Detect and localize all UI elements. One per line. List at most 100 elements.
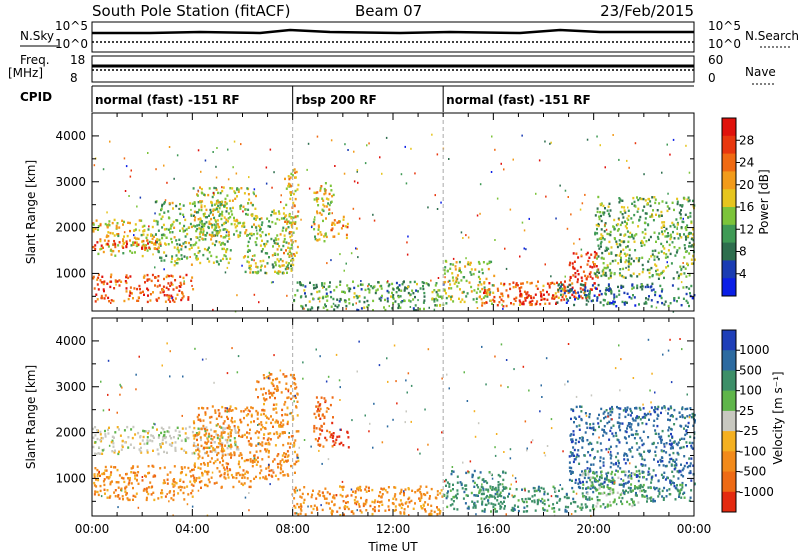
data-cell: [690, 232, 692, 235]
data-cell: [165, 254, 168, 257]
data-cell: [591, 447, 594, 451]
colorbar-tick-label: 16: [739, 200, 754, 214]
data-cell: [655, 446, 658, 449]
data-cell: [614, 259, 617, 262]
data-cell: [158, 434, 161, 437]
data-cell: [636, 415, 639, 418]
data-cell: [330, 189, 333, 192]
data-cell: [394, 493, 397, 496]
data-cell: [325, 410, 328, 413]
data-cell: [167, 228, 170, 231]
data-cell: [556, 281, 558, 284]
data-cell: [496, 492, 499, 495]
data-cell: [677, 477, 680, 480]
data-cell: [116, 426, 119, 429]
data-cell: [675, 462, 678, 466]
data-cell: [371, 286, 374, 290]
data-cell: [215, 229, 218, 233]
data-cell: [223, 476, 226, 479]
data-cell: [407, 291, 410, 295]
data-cell: [564, 508, 567, 512]
data-cell: [243, 416, 245, 420]
data-cell: [229, 207, 232, 210]
data-cell: [281, 470, 284, 473]
data-cell: [365, 490, 368, 493]
data-cell: [666, 205, 669, 208]
data-cell: [126, 234, 129, 238]
data-cell: [234, 197, 237, 200]
data-cell: [466, 494, 469, 497]
data-cell: [290, 243, 293, 247]
data-cell: [687, 196, 690, 199]
data-cell: [407, 235, 409, 238]
data-cell: [522, 510, 525, 513]
data-cell: [231, 421, 234, 424]
data-cell: [600, 476, 603, 480]
data-cell: [560, 293, 562, 297]
data-cell: [95, 219, 98, 222]
data-cell: [201, 456, 204, 460]
data-cell: [97, 225, 100, 228]
data-cell: [251, 406, 254, 410]
data-cell: [591, 481, 594, 484]
data-cell: [208, 233, 211, 236]
data-cell: [113, 287, 116, 290]
data-cell: [161, 226, 164, 229]
data-cell: [587, 300, 590, 303]
data-cell: [327, 202, 330, 205]
data-cell: [601, 234, 604, 238]
data-cell: [571, 452, 574, 455]
data-cell: [394, 486, 397, 489]
data-cell: [108, 496, 111, 499]
data-cell: [471, 500, 474, 503]
data-cell: [427, 283, 430, 286]
data-cell: [609, 453, 612, 456]
data-cell: [242, 256, 245, 259]
data-cell: [294, 189, 297, 193]
data-cell: [215, 208, 218, 211]
data-cell: [219, 439, 222, 442]
data-cell: [99, 489, 102, 493]
data-cell: [612, 300, 615, 303]
data-cell: [272, 403, 275, 406]
data-cell: [496, 499, 499, 502]
data-cell: [135, 237, 137, 241]
colorbar-swatch: [722, 260, 736, 279]
data-cell: [672, 451, 675, 455]
data-cell: [585, 495, 588, 499]
data-cell: [591, 277, 594, 280]
data-cell: [476, 500, 479, 503]
data-cell: [222, 257, 224, 261]
data-cell: [627, 470, 630, 473]
data-cell: [213, 436, 216, 439]
colorbar-swatch: [722, 118, 736, 137]
data-cell: [639, 436, 642, 440]
data-cell: [638, 273, 641, 276]
data-cell: [224, 407, 227, 410]
data-cell: [584, 296, 587, 299]
data-cell: [229, 257, 232, 260]
data-cell: [116, 233, 118, 236]
data-cell: [602, 503, 605, 506]
data-cell: [611, 488, 614, 491]
data-cell: [608, 438, 611, 441]
data-cell: [628, 262, 630, 265]
data-cell: [420, 505, 423, 508]
data-cell: [632, 272, 635, 275]
data-cell: [160, 256, 163, 259]
data-cell: [453, 282, 456, 285]
data-cell: [663, 230, 666, 233]
data-cell: [403, 508, 406, 511]
data-cell: [621, 213, 624, 216]
data-cell: [403, 511, 406, 514]
data-cell: [100, 247, 103, 250]
data-cell: [599, 203, 602, 206]
data-cell: [487, 267, 490, 271]
data-cell: [290, 385, 293, 388]
data-cell: [318, 296, 321, 300]
data-cell: [473, 481, 476, 485]
data-cell: [331, 227, 334, 230]
data-cell: [336, 298, 339, 301]
data-cell: [288, 446, 291, 449]
